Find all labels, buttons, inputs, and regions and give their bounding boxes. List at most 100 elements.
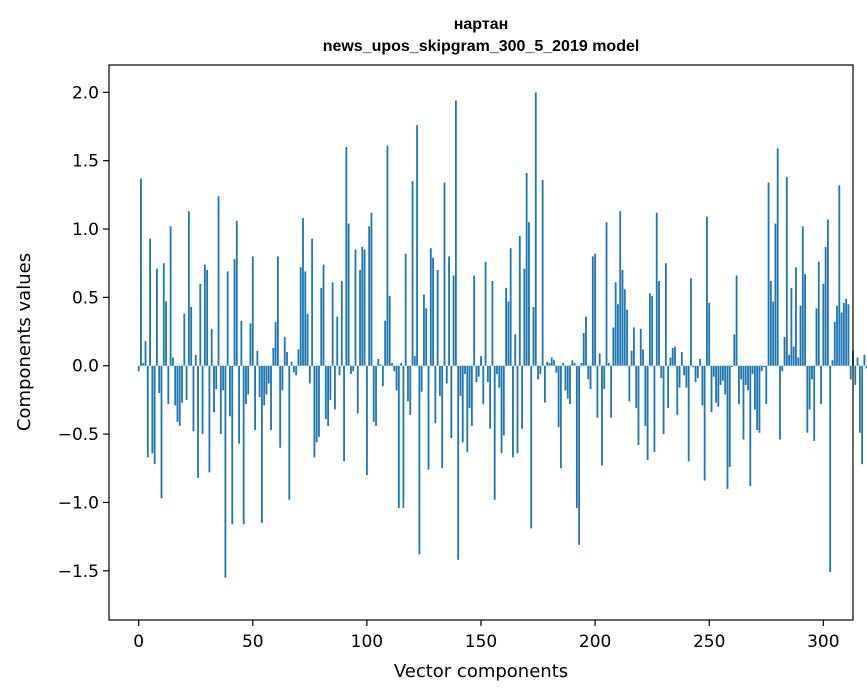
- bar: [785, 177, 788, 366]
- bar: [356, 365, 359, 414]
- bar: [550, 357, 553, 366]
- bar: [439, 365, 441, 396]
- bar: [151, 365, 154, 454]
- bar: [694, 365, 697, 383]
- bar: [696, 365, 699, 379]
- bar: [749, 365, 752, 487]
- bar: [628, 365, 631, 402]
- bar: [213, 365, 215, 413]
- bar: [669, 357, 672, 366]
- bar: [706, 216, 708, 366]
- bar: [678, 365, 681, 388]
- bar: [137, 365, 140, 372]
- bar: [514, 334, 517, 366]
- bar: [820, 365, 822, 405]
- bar: [295, 365, 298, 376]
- bar: [502, 365, 505, 436]
- bar: [575, 365, 578, 508]
- bar: [395, 365, 398, 391]
- bar: [518, 235, 521, 366]
- bar: [824, 246, 827, 366]
- bar: [612, 327, 615, 366]
- bar: [144, 341, 147, 366]
- bar: [833, 322, 836, 366]
- bar: [217, 196, 220, 366]
- bar: [605, 222, 608, 366]
- chart-title: нартан: [454, 16, 509, 33]
- bar: [621, 270, 624, 366]
- bar: [856, 357, 859, 366]
- bar: [336, 316, 339, 366]
- y-axis-label: Components values: [14, 253, 35, 431]
- bar: [482, 365, 485, 405]
- bar: [270, 365, 272, 430]
- bar: [386, 145, 389, 366]
- bar: [171, 357, 174, 366]
- bar: [484, 261, 487, 366]
- bar: [849, 365, 852, 380]
- bar: [861, 365, 864, 465]
- bar: [744, 365, 747, 385]
- x-tick-label: 0: [133, 632, 144, 652]
- bar: [354, 249, 357, 366]
- bar: [610, 365, 612, 418]
- bar: [281, 365, 284, 391]
- bar: [489, 365, 492, 429]
- bar: [158, 365, 161, 394]
- bar: [512, 365, 514, 458]
- bar: [525, 172, 528, 366]
- bar: [381, 365, 384, 387]
- bar: [174, 365, 177, 406]
- bar: [633, 327, 635, 366]
- bar: [717, 365, 720, 407]
- bar: [261, 365, 263, 523]
- bar: [808, 365, 811, 410]
- bar: [500, 365, 503, 454]
- bar: [601, 365, 603, 466]
- bar: [473, 275, 476, 366]
- bar: [790, 287, 793, 366]
- bar: [646, 365, 649, 461]
- y-tick-label: −1.5: [58, 562, 99, 582]
- bar: [197, 365, 199, 478]
- bar: [559, 365, 562, 469]
- bar: [452, 275, 455, 366]
- bar: [817, 261, 820, 366]
- bar: [477, 365, 480, 377]
- bar: [192, 365, 195, 432]
- bar: [863, 354, 866, 366]
- bar: [815, 308, 818, 366]
- bar: [719, 365, 722, 385]
- bar: [772, 301, 775, 366]
- bar: [831, 360, 834, 366]
- bar: [769, 280, 772, 366]
- bar: [466, 365, 469, 452]
- bar: [187, 211, 190, 366]
- bar: [418, 365, 421, 555]
- bar: [733, 334, 736, 366]
- bar: [667, 365, 670, 409]
- bar: [496, 365, 498, 374]
- bar: [464, 365, 466, 374]
- bar: [658, 280, 660, 366]
- bar: [630, 350, 633, 366]
- bar: [249, 323, 252, 366]
- bar: [801, 226, 804, 366]
- bar: [637, 365, 640, 446]
- bar: [429, 248, 432, 366]
- bar: [726, 365, 729, 489]
- y-tick-label: −1.0: [58, 493, 99, 513]
- bar: [788, 354, 791, 366]
- x-tick-label: 200: [579, 632, 611, 652]
- x-tick-label: 100: [351, 632, 383, 652]
- bar: [388, 296, 391, 366]
- y-tick-label: −0.5: [58, 425, 99, 445]
- bar: [352, 365, 355, 372]
- y-tick-label: 2.0: [72, 83, 99, 103]
- bar: [751, 365, 754, 374]
- bar: [598, 353, 601, 366]
- bar: [582, 332, 585, 366]
- bar: [176, 365, 179, 422]
- x-axis-ticks: 0 50 100 150 200 250 300: [133, 620, 840, 652]
